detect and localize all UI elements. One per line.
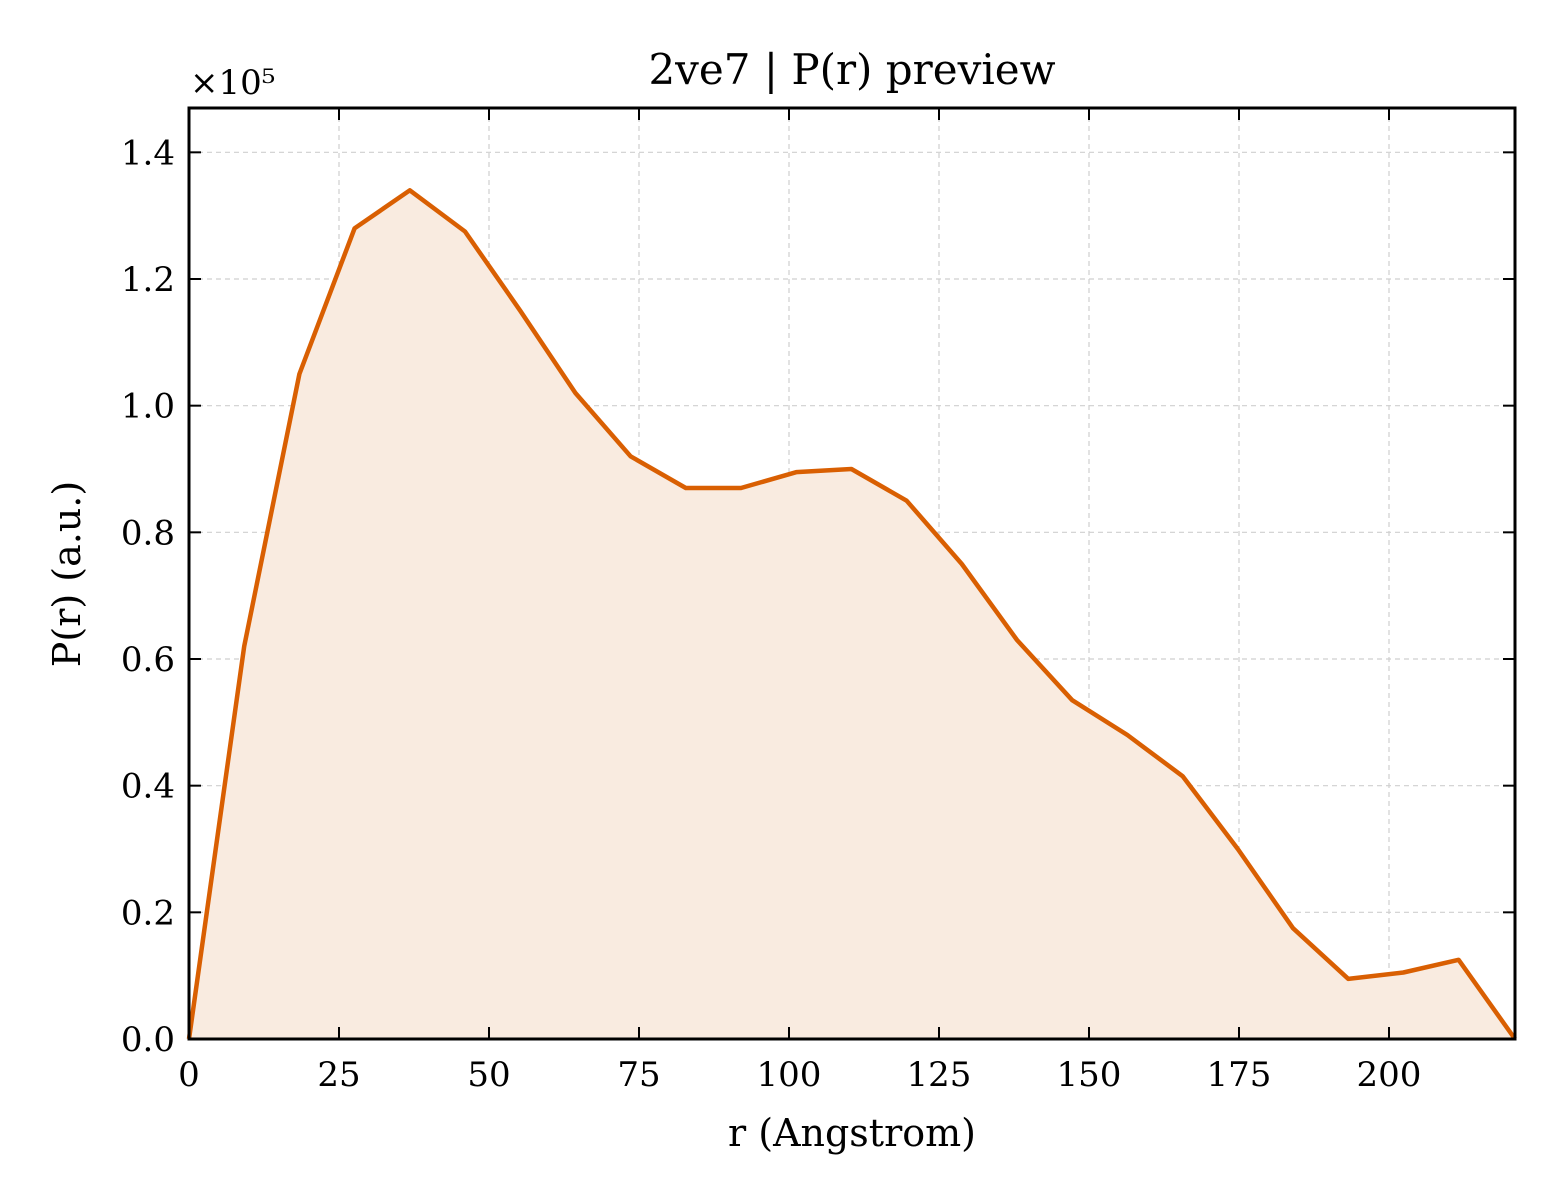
x-tick-label-8: 200 <box>1357 1055 1422 1095</box>
y-axis-label: P(r) (a.u.) <box>45 481 89 667</box>
x-tick-label-3: 75 <box>617 1055 660 1095</box>
x-tick-label-5: 125 <box>907 1055 972 1095</box>
y-tick-label-7: 1.4 <box>121 133 175 173</box>
axis-ticks: 0 25 50 75 100 125 150 175 200 0.0 0.2 0.4 0.6 0.8 1.0… <box>121 108 1515 1095</box>
y-tick-label-0: 0.0 <box>121 1020 175 1060</box>
chart-title: 2ve7 | P(r) preview <box>648 45 1055 94</box>
y-tick-label-3: 0.6 <box>121 640 175 680</box>
y-offset-label: ×10⁵ <box>190 63 275 103</box>
x-tick-label-4: 100 <box>757 1055 822 1095</box>
x-axis-label: r (Angstrom) <box>728 1111 976 1155</box>
y-tick-label-6: 1.2 <box>121 260 175 300</box>
x-tick-label-2: 50 <box>467 1055 510 1095</box>
plot-frame <box>187 106 1517 1041</box>
y-tick-label-1: 0.2 <box>121 893 175 933</box>
pr-area-fill <box>189 190 1515 1039</box>
y-tick-label-4: 0.8 <box>121 513 175 553</box>
x-tick-label-6: 150 <box>1057 1055 1122 1095</box>
x-tick-label-7: 175 <box>1207 1055 1272 1095</box>
pr-series-line <box>186 188 1517 1041</box>
x-tick-label-0: 0 <box>178 1055 200 1095</box>
y-tick-label-5: 1.0 <box>121 387 175 427</box>
x-tick-label-1: 25 <box>317 1055 360 1095</box>
y-tick-label-2: 0.4 <box>121 767 175 807</box>
